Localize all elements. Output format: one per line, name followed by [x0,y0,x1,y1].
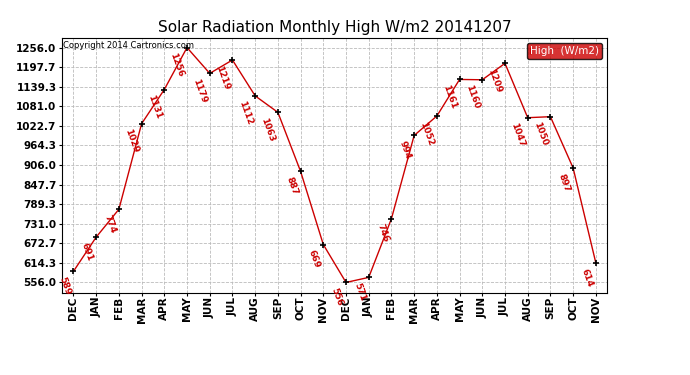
Text: 1131: 1131 [146,94,163,120]
Text: 614: 614 [580,267,595,288]
Text: 1112: 1112 [237,100,254,127]
Text: 1047: 1047 [509,122,526,148]
Text: 1219: 1219 [214,64,231,91]
Text: 897: 897 [557,172,572,193]
Text: 669: 669 [307,249,322,270]
Text: 691: 691 [80,241,95,262]
Text: 774: 774 [103,213,117,234]
Text: 1029: 1029 [124,128,140,154]
Text: 589: 589 [57,276,72,296]
Text: 1161: 1161 [441,84,458,110]
Text: 571: 571 [353,282,367,302]
Legend: High  (W/m2): High (W/m2) [526,43,602,59]
Text: 1160: 1160 [464,84,481,110]
Title: Solar Radiation Monthly High W/m2 20141207: Solar Radiation Monthly High W/m2 201412… [158,20,511,35]
Text: 746: 746 [375,223,390,244]
Text: 887: 887 [284,176,299,196]
Text: 994: 994 [397,140,413,161]
Text: 1052: 1052 [419,120,435,147]
Text: 556: 556 [330,286,344,307]
Text: 1256: 1256 [168,52,186,78]
Text: 1179: 1179 [191,78,208,104]
Text: Copyright 2014 Cartronics.com: Copyright 2014 Cartronics.com [63,41,194,50]
Text: 1209: 1209 [486,68,504,94]
Text: 1050: 1050 [532,121,549,147]
Text: 1063: 1063 [259,117,277,143]
